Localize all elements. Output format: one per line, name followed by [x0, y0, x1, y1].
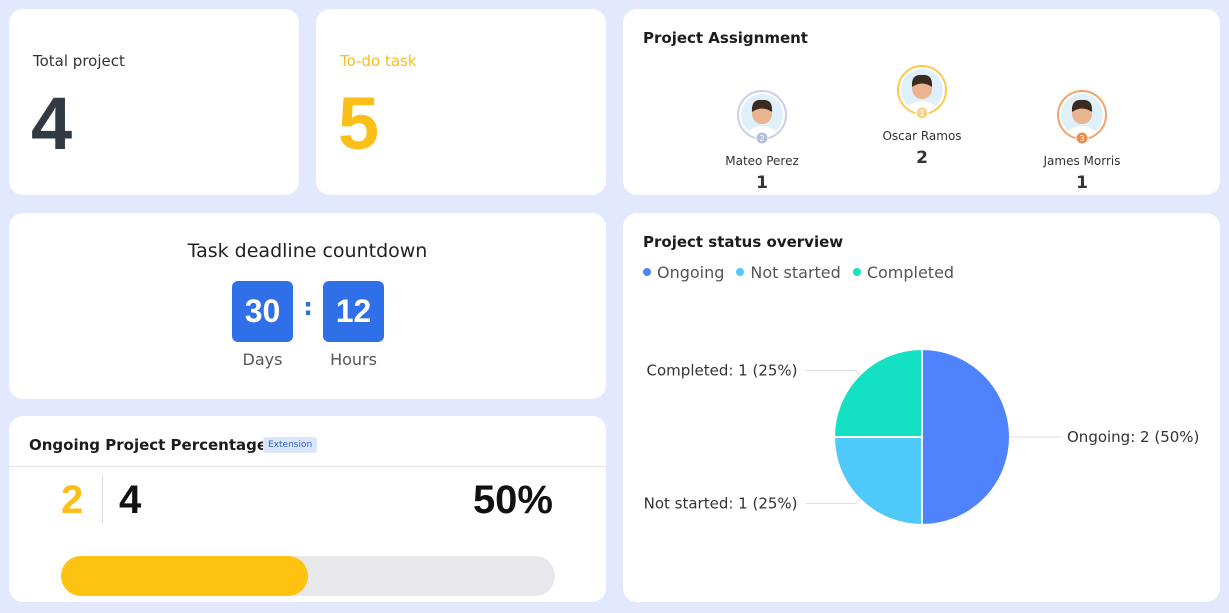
avatar-hair: [1071, 99, 1093, 112]
total-count: 4: [119, 478, 142, 522]
hours-box: 12: [323, 281, 384, 342]
avatar-hair: [911, 74, 933, 87]
total-label: Total project: [33, 52, 125, 70]
hours-label: Hours: [330, 350, 377, 369]
todo-label: To-do task: [340, 52, 417, 70]
extension-badge: Extension: [263, 437, 318, 453]
countdown-card: Task deadline countdown 30 : 12 Days Hou…: [9, 213, 606, 399]
colon: :: [303, 293, 313, 321]
label-line: [805, 498, 861, 504]
assignment-card: Project Assignment 2 Mateo Perez 1 1 Oscar R…: [623, 9, 1220, 195]
todo-value: 5: [338, 82, 380, 165]
data-label: Ongoing: 2 (50%): [1067, 428, 1199, 446]
ongoing-title: Ongoing Project Percentage: [29, 436, 268, 454]
assignment-count: 1: [756, 173, 768, 193]
pie-chart: Ongoing: 2 (50%) Not started: 1 (25%) Comp…: [644, 347, 1199, 527]
legend-label: Completed: [866, 263, 955, 282]
legend-item: Not started: [736, 263, 841, 282]
person-name: Oscar Ramos: [882, 129, 961, 143]
countdown-title: Task deadline countdown: [187, 240, 428, 262]
total-value: 4: [31, 82, 73, 165]
legend-item: Completed: [852, 263, 955, 282]
progress-fill: [61, 556, 308, 596]
pie-slice: [832, 436, 923, 527]
days-label: Days: [242, 350, 283, 369]
rank-number: 3: [1079, 134, 1084, 143]
data-label: Completed: 1 (25%): [647, 362, 798, 380]
assignment-count: 1: [1076, 173, 1088, 193]
ongoing-card: Ongoing Project Percentage Extension 2 4…: [9, 416, 606, 602]
chart-title: Project status overview: [643, 233, 844, 251]
days-box: 30: [232, 281, 293, 342]
total-card: Total project 4: [9, 9, 299, 195]
done-count: 2: [61, 478, 84, 522]
legend-item: Ongoing: [643, 263, 724, 282]
legend-dot: [736, 267, 745, 276]
legend-dot: [852, 267, 861, 276]
label-line: [805, 370, 861, 376]
todo-card: To-do task 5: [316, 9, 606, 195]
rank-badge: [915, 106, 929, 120]
avatar-hair: [751, 99, 773, 112]
assignment-title: Project Assignment: [643, 29, 808, 47]
legend-label: Not started: [750, 263, 841, 282]
separator: [102, 475, 103, 523]
legend-label: Ongoing: [657, 263, 725, 282]
rank-number: 2: [759, 134, 764, 143]
data-label: Not started: 1 (25%): [644, 494, 798, 512]
pie-slice: [921, 347, 1011, 527]
progress-track: [61, 556, 555, 596]
assignment-count: 2: [916, 148, 928, 168]
rank-number: 1: [919, 109, 924, 118]
assignment-people: 2 Mateo Perez 1 1 Oscar Ramos 2 3 James Morris 1: [725, 65, 1121, 193]
legend-dot: [643, 267, 651, 276]
rank-badge: [755, 131, 769, 145]
percent: 50%: [472, 478, 553, 522]
status-card: Project status overview Ongoing Not start…: [623, 213, 1220, 602]
person-name: James Morris: [1043, 154, 1121, 168]
rank-badge: [1075, 131, 1089, 145]
person-name: Mateo Perez: [725, 154, 799, 168]
pie-slice: [832, 347, 923, 438]
divider: [9, 466, 606, 467]
legend: Ongoing Not started Completed: [643, 263, 954, 282]
